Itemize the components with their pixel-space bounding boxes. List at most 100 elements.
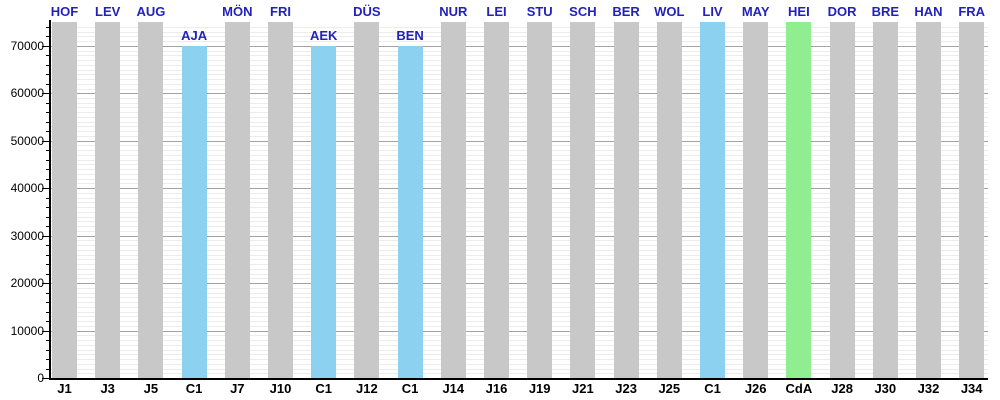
gridline-minor [51, 306, 988, 308]
bar-aug [138, 22, 164, 378]
bar-may [743, 22, 769, 378]
gridline-minor [51, 197, 988, 199]
gridline-minor [51, 340, 988, 341]
y-axis-minor-tick [46, 169, 50, 171]
y-axis-minor-tick [46, 83, 50, 85]
gridline-minor [51, 264, 988, 266]
bar-top-label: HEI [788, 4, 810, 19]
gridline-minor [51, 363, 988, 365]
bar-top-label: HOF [50, 4, 79, 19]
gridline-minor [51, 349, 988, 351]
bar-fra [959, 22, 985, 378]
gridline-minor [51, 26, 988, 28]
y-axis-tick-label: 30000 [10, 228, 44, 243]
bar-han [916, 22, 941, 378]
x-axis-tick-label: J25 [658, 381, 681, 396]
bar-nur [440, 22, 466, 378]
y-axis-minor-tick [46, 131, 50, 133]
y-axis-minor-tick [46, 121, 50, 123]
y-axis-minor-tick [46, 292, 50, 294]
gridline-minor [51, 107, 988, 109]
y-axis-line [49, 20, 51, 378]
gridline-minor [51, 41, 988, 42]
x-axis-tick-label: C1 [315, 381, 332, 396]
y-axis-minor-tick [46, 264, 50, 266]
y-axis-minor-tick [46, 368, 50, 370]
gridline-minor [51, 273, 988, 275]
y-axis-minor-tick [46, 64, 50, 66]
gridline-minor [51, 359, 988, 360]
gridline-minor [51, 74, 988, 76]
gridline-minor [51, 164, 988, 166]
gridline-minor [51, 230, 988, 232]
gridline-minor [51, 55, 988, 57]
y-axis-tick-label: 0 [37, 371, 44, 385]
bar-top-label: NUR [439, 4, 468, 19]
gridline-minor [51, 316, 988, 318]
x-axis-tick-label: J1 [57, 381, 72, 396]
gridline-minor [51, 325, 988, 327]
y-axis-major-tick [42, 235, 50, 237]
bar-top-label: STU [526, 4, 553, 19]
gridline-minor [51, 297, 988, 299]
gridline-minor [51, 344, 988, 346]
y-axis-major-tick [42, 188, 50, 190]
gridline-minor [51, 202, 988, 204]
bar-hei [786, 22, 812, 378]
bar-ber [613, 22, 639, 378]
bar-bre [872, 22, 898, 378]
y-axis-tick-label: 10000 [10, 323, 44, 338]
x-axis-tick-label: J28 [831, 381, 853, 396]
y-axis-minor-tick [46, 340, 50, 341]
y-axis-minor-tick [46, 321, 50, 322]
bar-top-label: MÖN [222, 4, 253, 19]
y-axis-minor-tick [46, 197, 50, 199]
gridline-major [51, 140, 988, 142]
x-axis-tick-label: C1 [704, 381, 721, 396]
bar-top-label: LEV [95, 4, 121, 19]
gridline-minor [51, 240, 988, 242]
bar-lei [484, 22, 509, 378]
gridline-minor [51, 173, 988, 175]
y-axis-minor-tick [46, 102, 50, 104]
gridline-minor [51, 50, 988, 52]
y-axis-minor-tick [46, 311, 50, 313]
bar-top-label: BRE [871, 4, 900, 19]
gridline-minor [51, 36, 988, 38]
x-axis-tick-label: J23 [615, 381, 637, 396]
bar-top-label: AEK [309, 27, 338, 43]
bar-aja [181, 45, 207, 378]
x-axis-tick-label: J19 [528, 381, 551, 396]
x-axis-tick-label: J32 [917, 381, 940, 396]
bar-düs [354, 22, 380, 378]
y-axis-minor-tick [46, 302, 50, 304]
y-axis-minor-tick [46, 273, 50, 275]
x-axis-tick-label: J16 [485, 381, 508, 396]
y-axis-major-tick [42, 283, 50, 285]
gridline-minor [51, 207, 988, 209]
y-axis-minor-tick [46, 26, 50, 28]
gridline-minor [51, 135, 988, 137]
gridline-minor [51, 145, 988, 147]
gridline-minor [51, 83, 988, 85]
bar-top-label: HAN [914, 4, 943, 19]
bar-top-label: AJA [181, 27, 208, 43]
gridline-minor [51, 64, 988, 66]
bar-stu [527, 22, 553, 378]
gridline-minor [51, 112, 988, 114]
x-axis-tick-label: J34 [960, 381, 983, 396]
gridline-major [51, 188, 988, 190]
bar-top-label: AUG [136, 4, 166, 19]
y-axis-tick-label: 20000 [10, 276, 44, 291]
bar-dor [829, 22, 855, 378]
gridline-minor [51, 126, 988, 128]
x-axis-tick-label: J30 [874, 381, 897, 396]
gridline-major [51, 235, 988, 237]
gridline-minor [51, 302, 988, 304]
gridline-minor [51, 183, 988, 185]
gridline-major [51, 93, 988, 95]
y-axis-major-tick [42, 378, 50, 379]
bar-top-label: BER [612, 4, 640, 19]
y-axis-minor-tick [46, 159, 50, 161]
